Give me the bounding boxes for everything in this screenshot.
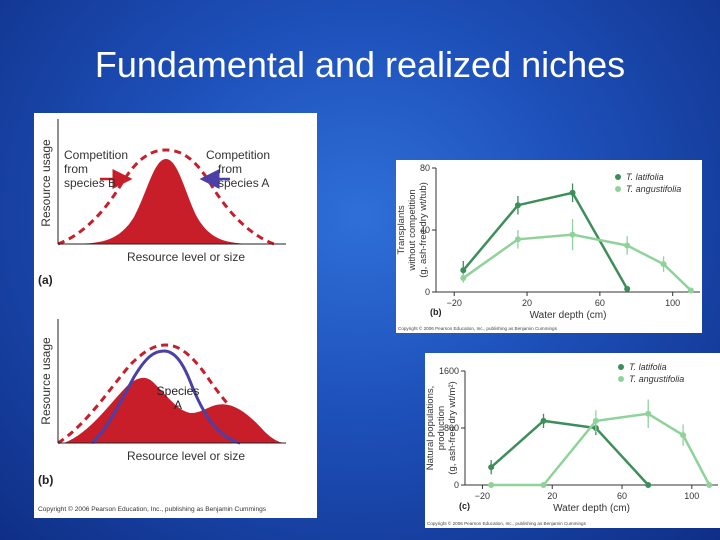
y-tick-label: 0 [454, 480, 459, 490]
competition-a-line3: species A [218, 176, 269, 190]
y-tick-label: 800 [444, 423, 459, 433]
y-axis-label: without competition [407, 189, 418, 271]
legend-label: T. angustifolia [626, 184, 681, 194]
y-tick-label: 0 [425, 287, 430, 297]
panel-b-ylabel: Resource usage [39, 337, 53, 425]
series-line [462, 233, 692, 292]
data-point [569, 231, 576, 238]
data-point [460, 267, 467, 274]
competition-a-line2: from [218, 162, 242, 176]
copyright: Copyright © 2006 Pearson Education, Inc.… [427, 520, 587, 526]
data-point [514, 236, 521, 243]
panel-a: Resource usage Competition from species … [38, 119, 286, 287]
chart-b-panel: 0 40 80 −20 20 60 100 Water depth (cm) Transplan… [396, 160, 702, 333]
legend-label: T. angustifolia [629, 374, 684, 384]
chart-b: 0 40 80 −20 20 60 100 Water depth (cm) Transplan… [396, 163, 700, 331]
data-point [569, 189, 576, 196]
x-tick-label: 60 [595, 298, 605, 308]
x-tick-label: 100 [684, 491, 699, 501]
y-tick-label: 40 [420, 225, 430, 235]
data-point [540, 482, 547, 488]
y-axis-label: production [436, 406, 447, 450]
y-axis-label: Natural populations, [425, 386, 436, 471]
panel-b-niches: Resource usage Species A Resource level … [38, 319, 286, 487]
series-line [491, 412, 711, 487]
species-a-label-line2: A [174, 398, 182, 412]
legend-label: T. latifolia [626, 172, 664, 182]
fundamental-niche-curve [57, 148, 275, 246]
x-tick-label: 20 [547, 491, 557, 501]
data-point [540, 417, 547, 424]
data-point [488, 464, 495, 471]
copyright: Copyright © 2006 Pearson Education, Inc.… [398, 325, 558, 331]
species-a-curve [90, 349, 241, 445]
panel-a-xlabel: Resource level or size [127, 250, 245, 264]
competition-b-line3: species B [64, 176, 116, 190]
y-axis-label: Transplants [396, 205, 407, 255]
competition-b-line1: Competition [64, 148, 128, 162]
panel-a-ylabel: Resource usage [39, 139, 53, 227]
niche-figure-svg: Resource usage Competition from species … [38, 119, 286, 513]
panel-a-label: (a) [38, 273, 53, 287]
data-point [687, 287, 694, 294]
species-b-fundamental-curve [57, 343, 277, 445]
x-tick-label: 20 [522, 298, 532, 308]
legend-marker [615, 186, 621, 192]
legend-marker [615, 174, 621, 180]
y-axis-label: (g, ash-free dry wt/tub) [418, 182, 429, 278]
legend-marker [618, 376, 624, 382]
data-point [624, 285, 631, 292]
panel-label: (b) [430, 307, 442, 317]
series-line [490, 419, 650, 486]
species-b-realized-area [64, 377, 284, 443]
species-a-label-line1: Species [157, 384, 200, 398]
realized-niche-area [64, 159, 264, 244]
data-point [624, 242, 631, 249]
chart-c-panel: 0 800 1600 −20 20 60 100 Water depth (cm) Natura… [425, 353, 720, 528]
competition-b-line2: from [64, 162, 88, 176]
y-tick-label: 1600 [439, 366, 459, 376]
data-point [660, 261, 667, 268]
x-tick-label: −20 [447, 298, 462, 308]
panel-label: (c) [459, 501, 470, 511]
panel-b-xlabel: Resource level or size [127, 449, 245, 463]
x-tick-label: 100 [665, 298, 680, 308]
data-point [488, 482, 495, 488]
left-copyright: Copyright © 2006 Pearson Education, Inc.… [38, 505, 267, 513]
x-tick-label: 60 [617, 491, 627, 501]
data-point [592, 417, 599, 424]
legend-label: T. latifolia [629, 362, 667, 372]
competition-a-line1: Competition [206, 148, 270, 162]
x-tick-label: −20 [475, 491, 490, 501]
data-point [680, 432, 687, 439]
y-axis-label: (g, ash-free dry wt/m²) [447, 381, 458, 474]
niche-figure: Resource usage Competition from species … [34, 113, 317, 518]
data-point [645, 482, 652, 488]
panel-b-label: (b) [38, 473, 53, 487]
x-axis-label: Water depth (cm) [530, 310, 607, 321]
y-tick-label: 80 [420, 163, 430, 173]
data-point [706, 482, 713, 488]
legend-marker [618, 364, 624, 370]
data-point [514, 202, 521, 209]
x-axis-label: Water depth (cm) [553, 503, 630, 514]
data-point [645, 410, 652, 417]
data-point [460, 275, 467, 282]
chart-c: 0 800 1600 −20 20 60 100 Water depth (cm) Natura… [425, 362, 718, 526]
slide-title: Fundamental and realized niches [94, 44, 626, 85]
